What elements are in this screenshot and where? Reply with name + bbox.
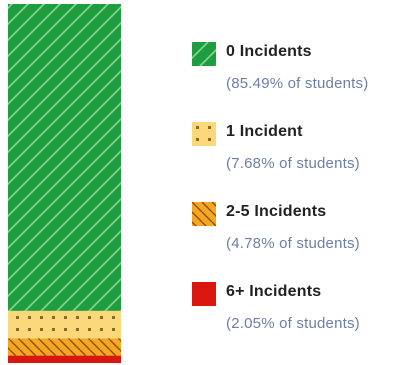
legend-swatch-green-striped xyxy=(192,42,216,66)
legend-label: 2-5 Incidents xyxy=(226,203,327,220)
legend-item-0-incidents: 0 Incidents (85.49% of students) xyxy=(192,40,397,120)
legend-percentage: (85.49% of students) xyxy=(226,75,369,92)
legend-swatch-yellow-dotted xyxy=(192,122,216,146)
bar-segments xyxy=(8,4,121,363)
legend-percentage: (2.05% of students) xyxy=(226,315,360,332)
legend-swatch-orange-hatched xyxy=(192,202,216,226)
bar-segment-6-incidents xyxy=(8,355,121,363)
legend-swatch-red-solid xyxy=(192,282,216,306)
bar-segment-2-5-incidents xyxy=(8,338,121,356)
legend: 0 Incidents (85.49% of students) 1 Incid… xyxy=(192,40,397,360)
legend-label: 6+ Incidents xyxy=(226,283,322,300)
legend-percentage: (7.68% of students) xyxy=(226,155,360,172)
legend-percentage: (4.78% of students) xyxy=(226,235,360,252)
legend-item-1-incident: 1 Incident (7.68% of students) xyxy=(192,120,397,200)
legend-label: 0 Incidents xyxy=(226,43,312,60)
legend-item-2-5-incidents: 2-5 Incidents (4.78% of students) xyxy=(192,200,397,280)
bar-segment-1-incident xyxy=(8,310,121,339)
bar-segment-0-incidents xyxy=(8,4,121,311)
legend-label: 1 Incident xyxy=(226,123,303,140)
legend-item-6-plus-incidents: 6+ Incidents (2.05% of students) xyxy=(192,280,397,360)
